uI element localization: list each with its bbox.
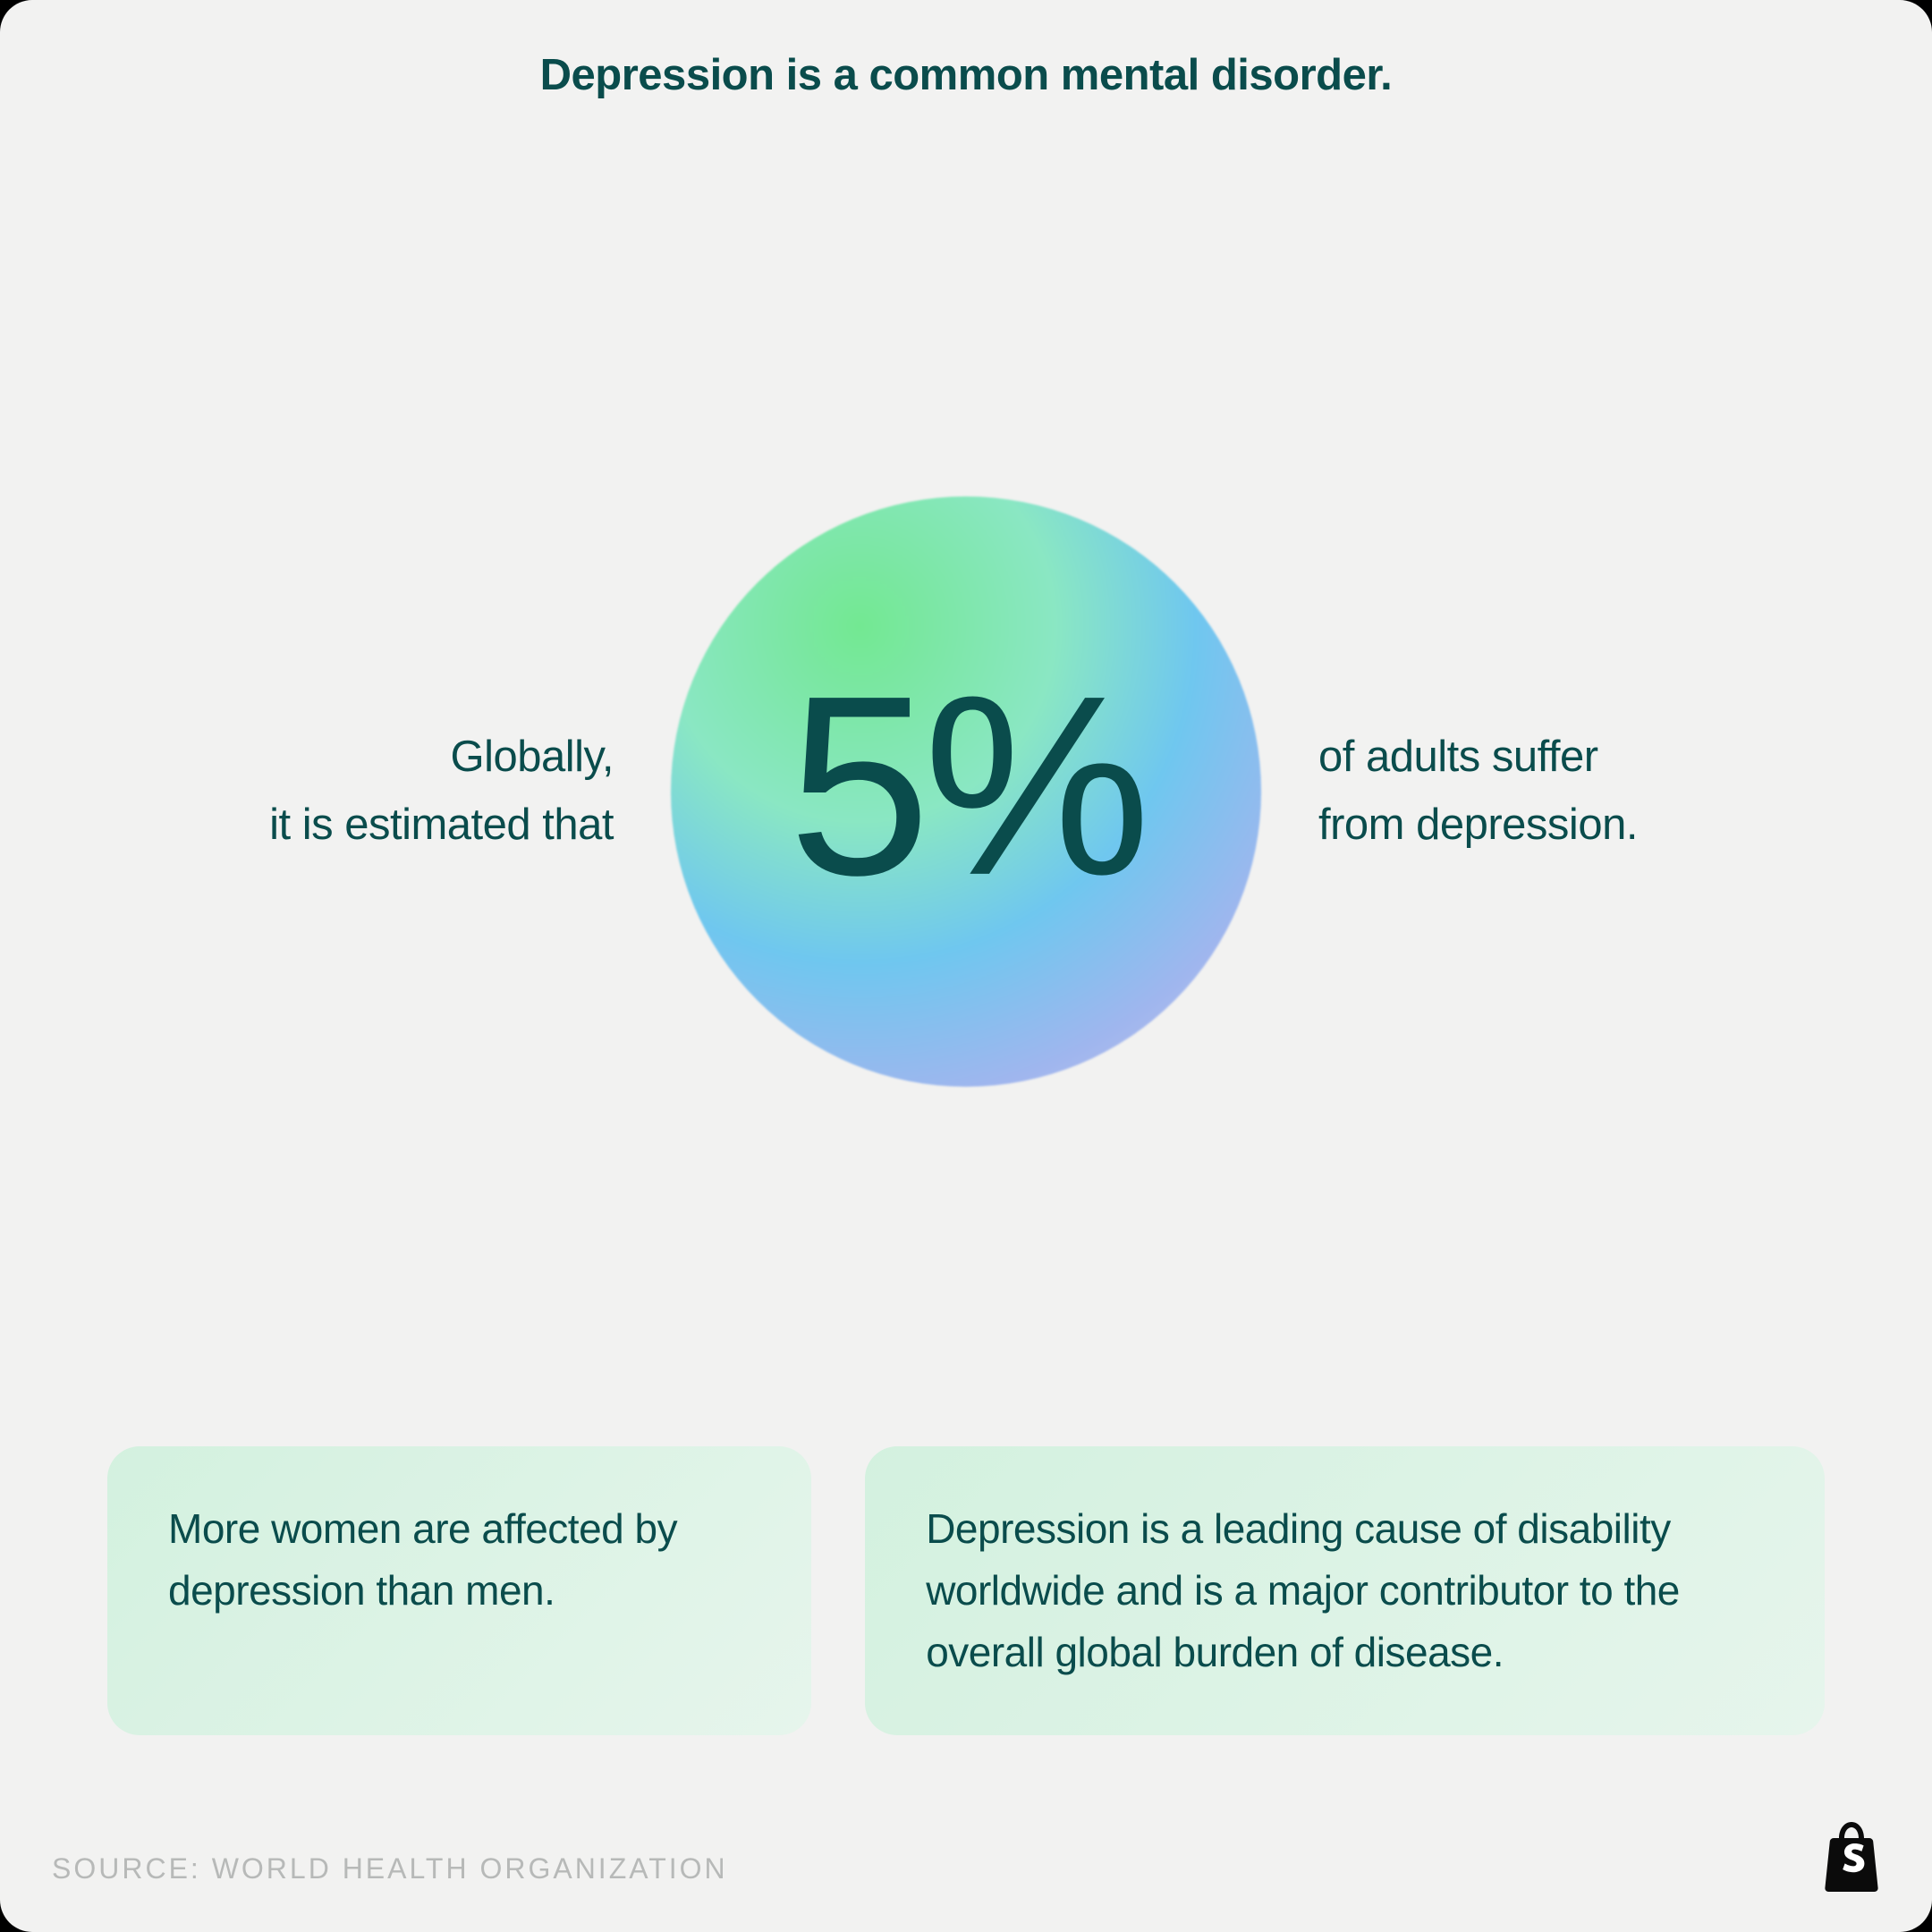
fact-text: More women are affected by depression th… [168, 1498, 750, 1622]
stat-orb: 5% [671, 496, 1261, 1087]
source-attribution: SOURCE: WORLD HEALTH ORGANIZATION [52, 1852, 728, 1885]
hero-row: Globally, it is estimated that 5% of adu… [0, 496, 1932, 1087]
shopify-bag-icon [1809, 1815, 1894, 1905]
hero-right-line-1: of adults suffer [1318, 724, 1825, 792]
hero-left-line-1: Globally, [107, 724, 614, 792]
stat-value: 5% [788, 639, 1143, 933]
fact-card: Depression is a leading cause of disabil… [865, 1446, 1825, 1735]
page-title: Depression is a common mental disorder. [0, 50, 1932, 100]
hero-left-line-2: it is estimated that [107, 792, 614, 860]
fact-cards: More women are affected by depression th… [107, 1446, 1825, 1735]
hero-text-left: Globally, it is estimated that [107, 724, 614, 860]
fact-text: Depression is a leading cause of disabil… [926, 1498, 1764, 1683]
infographic-card: Depression is a common mental disorder. … [0, 0, 1932, 1932]
fact-card: More women are affected by depression th… [107, 1446, 811, 1735]
hero-right-line-2: from depression. [1318, 792, 1825, 860]
hero-text-right: of adults suffer from depression. [1318, 724, 1825, 860]
